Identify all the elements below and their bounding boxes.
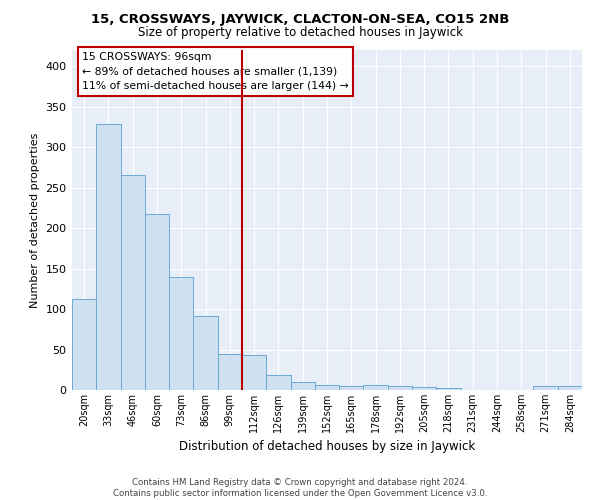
Bar bbox=[388, 386, 412, 390]
Bar bbox=[266, 374, 290, 390]
Bar bbox=[193, 316, 218, 390]
Bar bbox=[290, 382, 315, 390]
Bar bbox=[412, 387, 436, 390]
Bar bbox=[145, 214, 169, 390]
Bar bbox=[242, 355, 266, 390]
Bar bbox=[218, 354, 242, 390]
Text: Contains HM Land Registry data © Crown copyright and database right 2024.
Contai: Contains HM Land Registry data © Crown c… bbox=[113, 478, 487, 498]
Bar bbox=[533, 386, 558, 390]
Text: 15 CROSSWAYS: 96sqm
← 89% of detached houses are smaller (1,139)
11% of semi-det: 15 CROSSWAYS: 96sqm ← 89% of detached ho… bbox=[82, 52, 349, 92]
Text: Size of property relative to detached houses in Jaywick: Size of property relative to detached ho… bbox=[137, 26, 463, 39]
Bar bbox=[169, 278, 193, 390]
Text: 15, CROSSWAYS, JAYWICK, CLACTON-ON-SEA, CO15 2NB: 15, CROSSWAYS, JAYWICK, CLACTON-ON-SEA, … bbox=[91, 12, 509, 26]
Bar bbox=[558, 386, 582, 390]
X-axis label: Distribution of detached houses by size in Jaywick: Distribution of detached houses by size … bbox=[179, 440, 475, 454]
Bar bbox=[339, 386, 364, 390]
Bar bbox=[72, 300, 96, 390]
Bar bbox=[96, 124, 121, 390]
Bar bbox=[436, 388, 461, 390]
Y-axis label: Number of detached properties: Number of detached properties bbox=[30, 132, 40, 308]
Bar bbox=[121, 176, 145, 390]
Bar bbox=[315, 385, 339, 390]
Bar bbox=[364, 385, 388, 390]
